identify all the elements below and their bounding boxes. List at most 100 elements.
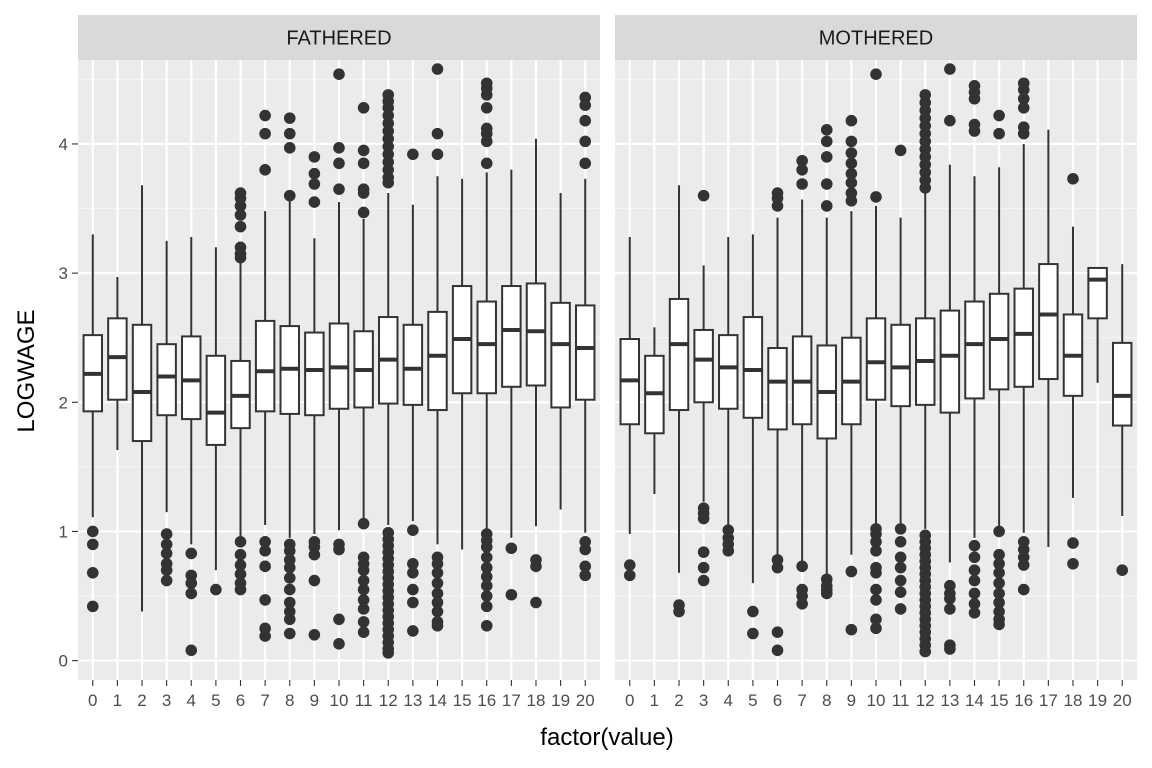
outlier-point <box>357 564 370 577</box>
box-20 <box>1111 264 1133 577</box>
outlier-point <box>382 647 395 659</box>
iqr-box <box>254 319 276 413</box>
outlier-point <box>747 605 759 618</box>
outlier-point <box>234 251 247 264</box>
x-tick-label: 16 <box>477 691 496 710</box>
outlier-point <box>431 148 444 161</box>
outlier-point <box>894 603 907 615</box>
outlier-point <box>993 587 1005 600</box>
x-tick-label: 0 <box>625 691 634 710</box>
outlier-point <box>968 551 981 564</box>
y-tick-label: 3 <box>59 264 68 283</box>
outlier-point <box>407 148 419 161</box>
iqr-box <box>668 297 690 412</box>
box-7 <box>791 154 813 610</box>
outlier-point <box>333 142 345 154</box>
outlier-point <box>333 613 345 626</box>
iqr-box <box>156 343 177 417</box>
x-tick-label: 9 <box>847 691 856 710</box>
outlier-point <box>308 574 321 587</box>
outlier-point <box>234 209 247 221</box>
outlier-point <box>845 157 858 170</box>
strip-label: FATHERED <box>286 28 391 50</box>
x-tick-label: 19 <box>551 691 570 710</box>
outlier-point <box>673 605 685 618</box>
box-9 <box>304 151 325 641</box>
outlier-point <box>480 551 493 564</box>
outlier-point <box>283 545 296 557</box>
iqr-box <box>988 292 1010 391</box>
iqr-box <box>693 328 714 404</box>
outlier-point <box>431 605 444 618</box>
outlier-point <box>357 616 370 628</box>
outlier-point <box>771 626 784 639</box>
outlier-point <box>870 566 882 579</box>
outlier-point <box>283 596 296 609</box>
outlier-point <box>407 566 419 579</box>
outlier-point <box>431 63 444 75</box>
outlier-point <box>357 583 370 596</box>
outlier-point <box>480 579 493 592</box>
outlier-point <box>160 547 173 560</box>
box-13 <box>939 63 961 655</box>
outlier-point <box>210 583 222 596</box>
x-tick-label: 3 <box>699 691 708 710</box>
outlier-point <box>308 196 321 208</box>
box-6 <box>230 187 251 596</box>
iqr-box <box>131 323 153 443</box>
box-4 <box>718 236 739 557</box>
outlier-point <box>283 627 296 640</box>
x-tick-label: 8 <box>822 691 831 710</box>
y-tick-label: 4 <box>59 135 68 154</box>
x-tick-label: 10 <box>867 691 886 710</box>
x-tick-label: 11 <box>892 691 910 710</box>
outlier-point <box>845 176 858 189</box>
outlier-point <box>480 157 493 170</box>
iqr-box <box>964 300 985 400</box>
outlier-point <box>796 597 808 610</box>
outlier-point <box>283 613 296 626</box>
outlier-point <box>185 577 198 589</box>
outlier-point <box>283 583 296 596</box>
iqr-box <box>205 354 227 446</box>
outlier-point <box>820 178 833 190</box>
outlier-point <box>1067 557 1079 570</box>
outlier-point <box>407 524 419 536</box>
x-tick-label: 13 <box>940 691 959 710</box>
outlier-point <box>870 535 882 548</box>
outlier-point <box>845 623 858 636</box>
iqr-box <box>767 347 788 431</box>
outlier-point <box>480 561 493 574</box>
x-tick-label: 15 <box>453 691 472 710</box>
outlier-point <box>944 643 956 655</box>
outlier-point <box>870 613 882 626</box>
box-8 <box>816 123 837 600</box>
outlier-point <box>796 560 808 573</box>
box-9 <box>841 114 862 636</box>
x-tick-label: 1 <box>113 691 122 710</box>
outlier-point <box>993 618 1005 631</box>
outlier-point <box>697 189 710 202</box>
outlier-point <box>579 114 592 127</box>
outlier-point <box>283 572 296 584</box>
iqr-box <box>550 301 571 409</box>
outlier-point <box>431 127 444 140</box>
box-19 <box>1087 266 1108 383</box>
outlier-point <box>796 154 808 167</box>
outlier-point <box>357 206 370 219</box>
outlier-point <box>357 517 370 530</box>
outlier-point <box>870 545 882 557</box>
outlier-point <box>530 560 542 573</box>
outlier-point <box>185 547 198 560</box>
box-10 <box>865 68 887 635</box>
y-tick-label: 1 <box>59 522 68 541</box>
strip-background <box>78 15 600 60</box>
outlier-point <box>333 68 345 81</box>
outlier-point <box>480 600 493 613</box>
outlier-point <box>431 587 444 600</box>
outlier-point <box>919 645 932 658</box>
box-2 <box>131 185 153 612</box>
outlier-point <box>333 183 345 195</box>
outlier-point <box>579 560 592 573</box>
box-16 <box>476 77 497 632</box>
